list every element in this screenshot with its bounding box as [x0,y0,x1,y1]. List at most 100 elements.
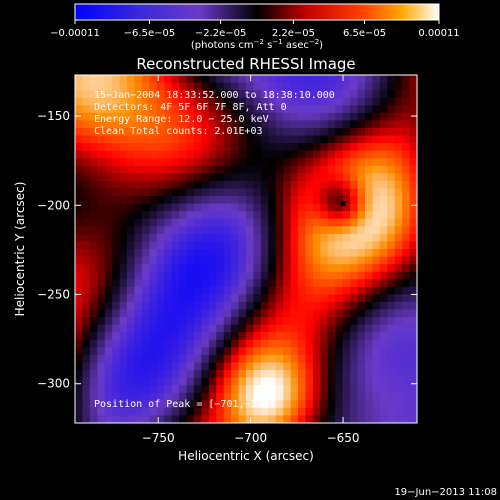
heatmap-cell [335,385,344,394]
heatmap-cell [186,249,195,258]
heatmap-cell [179,264,188,273]
heatmap-cell [409,226,417,235]
heatmap-cell [379,256,388,265]
heatmap-cell [402,347,411,356]
heatmap-cell [119,143,128,152]
heatmap-cell [171,105,180,114]
heatmap-cell [216,362,225,371]
heatmap-cell [89,249,98,258]
footer-timestamp: 19−Jun−2013 11:08 [394,487,497,498]
heatmap-cell [171,241,180,250]
heatmap-cell [193,75,202,84]
heatmap-cell [312,324,321,333]
heatmap-cell [379,135,388,144]
heatmap-cell [82,188,91,197]
heatmap-cell [402,188,411,197]
heatmap-cell [127,196,136,205]
heatmap-cell [350,135,359,144]
heatmap-cell [342,241,351,250]
heatmap-cell [231,82,240,91]
heatmap-cell [104,97,113,106]
heatmap-cell [350,158,359,167]
heatmap-cell [268,188,277,197]
heatmap-cell [275,97,284,106]
heatmap-cell [394,112,403,121]
heatmap-cell [298,150,307,159]
heatmap-cell [208,203,217,212]
heatmap-cell [89,97,98,106]
heatmap-cell [320,143,329,152]
heatmap-cell [372,264,381,273]
heatmap-cell [402,362,411,371]
heatmap-cell [82,385,91,394]
heatmap-cell [238,286,247,295]
heatmap-cell [201,188,210,197]
heatmap-cell [298,218,307,227]
heatmap-cell [335,294,344,303]
heatmap-cell [223,385,232,394]
heatmap-cell [253,188,262,197]
heatmap-cell [141,82,150,91]
heatmap-cell [275,332,284,341]
heatmap-cell [89,294,98,303]
heatmap-cell [246,301,255,311]
heatmap-cell [379,196,388,205]
heatmap-cell [171,218,180,227]
heatmap-cell [372,271,381,280]
heatmap-cell [149,301,158,311]
heatmap-cell [364,75,373,84]
heatmap-cell [112,362,121,371]
heatmap-cell [223,112,232,121]
heatmap-cell [357,271,366,280]
heatmap-cell [246,286,255,295]
heatmap-cell [387,218,396,227]
heatmap-cell [394,75,403,84]
heatmap-cell [231,385,240,394]
heatmap-cell [75,90,84,99]
heatmap-cell [342,370,351,379]
heatmap-cell [156,82,165,91]
heatmap-cell [238,301,247,311]
heatmap-cell [305,105,314,114]
heatmap-cell [350,377,359,386]
heatmap-cell [298,165,307,174]
heatmap-cell [149,286,158,295]
heatmap-cell [179,370,188,379]
heatmap-cell [104,332,113,341]
heatmap-cell [312,120,321,129]
heatmap-cell [208,347,217,356]
heatmap-cell [298,415,307,423]
heatmap-cell [75,97,84,106]
heatmap-cell [216,286,225,295]
heatmap-cell [201,97,210,106]
heatmap-cell [260,279,269,288]
heatmap-cell [394,347,403,356]
heatmap-cell [179,127,188,137]
heatmap-cell [283,226,292,235]
heatmap-cell [186,135,195,144]
heatmap-cell [208,317,217,326]
heatmap-cell [290,105,299,114]
heatmap-cell [216,211,225,220]
heatmap-cell [75,241,84,250]
heatmap-cell [275,279,284,288]
heatmap-cell [89,112,98,121]
heatmap-cell [312,75,321,84]
heatmap-cell [335,400,344,409]
heatmap-cell [253,233,262,243]
heatmap-cell [283,203,292,212]
heatmap-cell [320,354,329,364]
heatmap-cell [342,294,351,303]
heatmap-cell [246,400,255,409]
heatmap-cell [409,407,417,417]
heatmap-cell [268,180,277,190]
heatmap-cell [186,415,195,423]
heatmap-cell [305,354,314,364]
heatmap-cell [350,97,359,106]
heatmap-cell [312,317,321,326]
heatmap-cell [179,90,188,99]
heatmap-cell [127,407,136,417]
heatmap-cell [193,347,202,356]
heatmap-cell [379,82,388,91]
heatmap-cell [327,400,336,409]
